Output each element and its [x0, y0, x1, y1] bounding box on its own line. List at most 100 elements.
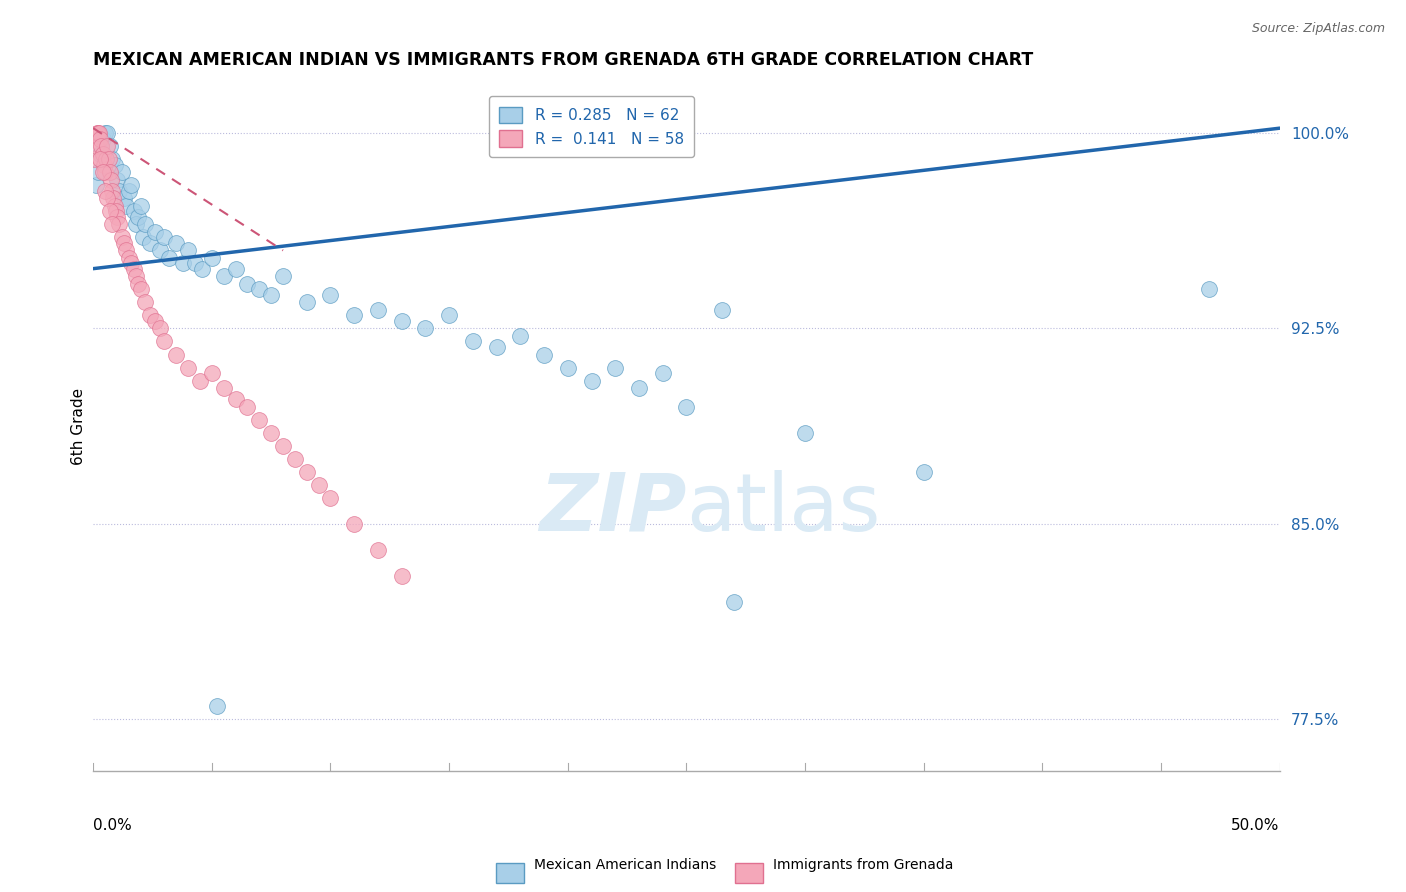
Point	[912, 465, 935, 479]
Point	[111, 165, 134, 179]
Point	[108, 184, 131, 198]
Point	[134, 218, 156, 232]
Point	[711, 303, 734, 318]
Point	[134, 295, 156, 310]
Point	[605, 360, 627, 375]
Point	[143, 225, 166, 239]
Point	[485, 340, 508, 354]
Point	[343, 309, 366, 323]
Point	[157, 252, 180, 266]
Point	[94, 184, 117, 198]
Point	[271, 269, 294, 284]
Point	[260, 425, 283, 440]
Point	[627, 381, 650, 395]
Point	[139, 309, 162, 323]
Point	[86, 127, 108, 141]
Point	[143, 314, 166, 328]
Point	[84, 178, 107, 193]
Point	[212, 269, 235, 284]
Point	[153, 334, 176, 349]
Point	[98, 139, 121, 153]
Point	[415, 321, 437, 335]
Text: 50.0%: 50.0%	[1232, 818, 1279, 832]
Point	[177, 360, 200, 375]
Point	[97, 153, 120, 167]
Point	[125, 218, 148, 232]
Point	[391, 568, 413, 582]
Point	[191, 261, 214, 276]
Point	[96, 153, 118, 167]
Point	[284, 451, 307, 466]
Point	[129, 199, 152, 213]
Point	[172, 256, 194, 270]
Point	[87, 165, 110, 179]
Point	[188, 374, 211, 388]
Point	[100, 173, 122, 187]
Point	[201, 252, 224, 266]
Point	[225, 261, 247, 276]
Point	[101, 218, 124, 232]
Point	[115, 244, 138, 258]
Point	[127, 210, 149, 224]
Point	[205, 698, 228, 713]
Point	[367, 303, 389, 318]
Point	[118, 252, 141, 266]
Point	[122, 204, 145, 219]
Point	[105, 173, 128, 187]
Point	[89, 131, 111, 145]
Point	[723, 594, 745, 608]
Point	[127, 277, 149, 292]
Point	[101, 184, 124, 198]
Point	[165, 235, 187, 250]
Point	[89, 153, 111, 167]
Point	[271, 439, 294, 453]
Point	[91, 147, 114, 161]
Text: 0.0%: 0.0%	[93, 818, 132, 832]
Point	[212, 381, 235, 395]
Point	[319, 491, 342, 505]
Point	[343, 516, 366, 531]
Text: Immigrants from Grenada: Immigrants from Grenada	[773, 858, 953, 872]
Point	[120, 256, 142, 270]
Point	[84, 139, 107, 153]
Point	[149, 321, 172, 335]
Point	[83, 153, 105, 167]
Point	[105, 210, 128, 224]
Point	[225, 392, 247, 406]
Point	[236, 400, 259, 414]
Point	[132, 230, 155, 244]
Point	[236, 277, 259, 292]
Point	[1198, 283, 1220, 297]
Point	[104, 204, 127, 219]
Point	[115, 199, 138, 213]
Text: atlas: atlas	[686, 470, 880, 548]
Point	[557, 360, 579, 375]
Point	[247, 283, 270, 297]
Legend: R = 0.285   N = 62, R =  0.141   N = 58: R = 0.285 N = 62, R = 0.141 N = 58	[489, 95, 695, 158]
Point	[247, 412, 270, 426]
Point	[260, 287, 283, 301]
Point	[308, 477, 330, 491]
Point	[295, 465, 318, 479]
Point	[103, 158, 125, 172]
Point	[177, 244, 200, 258]
Text: ZIP: ZIP	[538, 470, 686, 548]
Point	[94, 127, 117, 141]
Text: Mexican American Indians: Mexican American Indians	[534, 858, 717, 872]
Point	[125, 269, 148, 284]
Point	[111, 230, 134, 244]
Point	[153, 230, 176, 244]
Point	[103, 199, 125, 213]
Point	[112, 235, 135, 250]
Point	[165, 347, 187, 361]
Point	[96, 139, 118, 153]
Point	[93, 158, 115, 172]
Point	[651, 366, 673, 380]
Point	[129, 283, 152, 297]
Point	[94, 165, 117, 179]
Point	[675, 400, 697, 414]
Point	[391, 314, 413, 328]
Point	[794, 425, 817, 440]
Point	[367, 542, 389, 557]
Point	[149, 244, 172, 258]
